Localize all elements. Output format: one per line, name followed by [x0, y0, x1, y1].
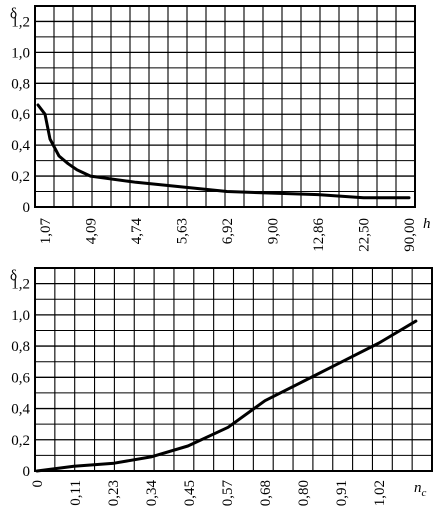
top-x-axis-label: h	[423, 216, 431, 232]
top-y-tick-label: 0,2	[11, 169, 30, 185]
top-x-tick-label: 12,86	[311, 218, 327, 252]
chart-bottom: 0 0,2 0,4 0,6 0,8 1,0 1,2δ 0 0,11 0,23 0,34 0,45 0,5…	[10, 267, 433, 507]
top-x-tick-label: 22,50	[357, 218, 373, 252]
bottom-x-tick-label: 0,57	[220, 480, 236, 507]
bottom-y-tick-label: 1,2	[11, 277, 30, 293]
top-x-tick-label: 1,07	[38, 218, 54, 245]
top-x-tick-label: 4,09	[84, 218, 100, 244]
bottom-y-tick-label: 1,0	[11, 308, 30, 324]
top-y-tick-label: 0,8	[11, 76, 30, 92]
top-y-tick-label: 0	[23, 200, 31, 216]
top-series-line	[36, 103, 411, 200]
bottom-series-line	[35, 319, 418, 473]
top-y-tick-label: 0,4	[11, 138, 30, 154]
bottom-x-tick-label: 0,11	[68, 480, 84, 506]
bottom-x-tick-label: 0,34	[144, 480, 160, 507]
bottom-x-tick-label: 0,68	[258, 480, 274, 506]
bottom-x-tick-label: 0,80	[296, 480, 312, 506]
chart-top: 0 0,2 0,4 0,6 0,8 1,0 1,2δ 1,07 4,09 4,74 5,63 6,92…	[10, 5, 431, 252]
bottom-x-tick-label: 0,45	[182, 480, 198, 506]
top-y-tick-label: 0,6	[11, 107, 30, 123]
top-x-tick-label: 9,00	[266, 218, 282, 244]
top-x-tick-label: 6,92	[220, 218, 236, 244]
top-y-tick-label: 1,2	[11, 14, 30, 30]
top-x-tick-label: 5,63	[175, 218, 191, 244]
bottom-x-axis-label: nc	[414, 480, 427, 499]
bottom-y-tick-label: 0,4	[11, 402, 30, 418]
bottom-y-tick-label: 0,2	[11, 433, 30, 449]
bottom-x-tick-label: 0	[30, 480, 46, 488]
top-x-tick-label: 90,00	[402, 218, 418, 252]
bottom-x-tick-label: 1,02	[372, 480, 388, 506]
top-y-axis-label: δ	[10, 6, 17, 22]
bottom-y-tick-label: 0,6	[11, 370, 30, 386]
top-x-tick-label: 4,74	[129, 218, 145, 245]
bottom-y-tick-label: 0,8	[11, 339, 30, 355]
bottom-x-tick-label: 0,91	[334, 480, 350, 506]
bottom-x-tick-label: 0,23	[106, 480, 122, 506]
bottom-y-axis-label: δ	[10, 268, 17, 284]
bottom-y-tick-label: 0	[23, 464, 31, 480]
top-y-tick-label: 1,0	[11, 45, 30, 61]
